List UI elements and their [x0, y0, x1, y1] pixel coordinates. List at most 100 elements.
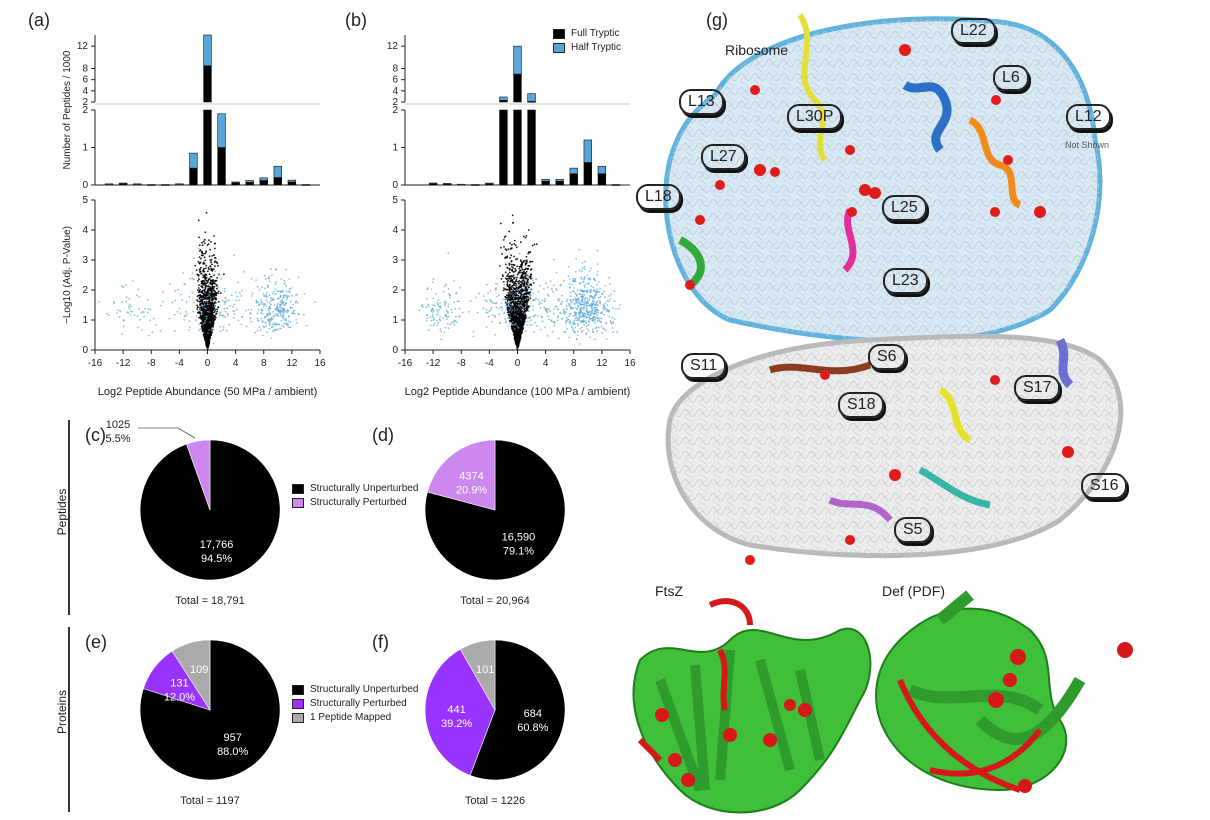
volcano-point	[247, 308, 250, 311]
volcano-point	[458, 307, 461, 310]
volcano-point	[249, 317, 252, 319]
pie-slice-count: 17,766	[200, 539, 234, 551]
volcano-point	[588, 299, 590, 302]
volcano-point	[583, 320, 586, 322]
volcano-point	[205, 285, 208, 287]
volcano-point	[498, 307, 500, 310]
volcano-point	[188, 296, 191, 298]
volcano-point	[196, 308, 199, 310]
hist-ytick-label: 2	[82, 97, 88, 108]
volcano-point	[579, 289, 581, 292]
volcano-point	[509, 311, 511, 314]
volcano-point	[240, 323, 243, 326]
volcano-point	[577, 297, 580, 300]
volcano-point	[603, 305, 606, 308]
volcano-point	[303, 313, 305, 316]
volcano-point	[268, 294, 271, 297]
pie-slice-percent: 79.1%	[503, 546, 534, 558]
volcano-point	[270, 337, 273, 339]
volcano-point	[490, 299, 492, 302]
bar-half-tryptic	[203, 34, 212, 67]
volcano-point	[130, 305, 132, 308]
volcano-point	[146, 298, 149, 301]
volcano-point	[265, 299, 268, 301]
volcano-point	[265, 295, 268, 298]
volcano-point	[612, 321, 615, 323]
volcano-point	[592, 320, 595, 322]
volcano-point	[529, 261, 531, 263]
volcano-point	[478, 292, 481, 295]
volcano-point	[521, 294, 524, 297]
volcano-point	[594, 316, 597, 319]
volcano-point	[281, 289, 284, 292]
volcano-point	[210, 269, 213, 272]
volcano-point	[525, 270, 528, 273]
volcano-point	[507, 313, 510, 316]
volcano-point	[609, 319, 612, 322]
volcano-point	[601, 332, 604, 334]
volcano-point	[201, 308, 204, 310]
volcano-point	[525, 277, 528, 280]
volcano-point	[503, 283, 506, 286]
volcano-point	[432, 297, 435, 300]
volcano-point	[491, 314, 494, 316]
volcano-point	[556, 316, 559, 318]
volcano-point	[613, 290, 616, 293]
pie-slice-percent: 60.8%	[517, 722, 548, 734]
volcano-point	[208, 239, 210, 242]
volcano-point	[241, 316, 244, 318]
chain-label-l12: L12	[1066, 104, 1111, 130]
volcano-point	[268, 280, 271, 283]
volcano-point	[520, 314, 523, 317]
volcano-point	[222, 325, 225, 328]
bar-half-tryptic	[471, 184, 480, 186]
volcano-point	[213, 268, 215, 270]
volcano-point	[256, 317, 259, 320]
volcano-point	[285, 268, 287, 271]
volcano-point	[528, 285, 530, 287]
volcano-point	[266, 292, 268, 294]
volcano-point	[504, 318, 506, 320]
volcano-point	[507, 261, 510, 264]
volcano-point	[578, 248, 581, 251]
volcano-point	[183, 315, 186, 318]
volcano-point	[535, 278, 538, 281]
volcano-ytick-label: 5	[392, 195, 398, 206]
volcano-xtick-label: 16	[314, 358, 326, 369]
legend-swatch-mapped	[292, 712, 304, 723]
volcano-point	[569, 305, 572, 308]
volcano-point	[236, 295, 238, 298]
volcano-point	[125, 284, 128, 287]
volcano-point	[500, 302, 503, 304]
volcano-point	[453, 301, 456, 304]
volcano-point	[279, 315, 282, 317]
volcano-point	[198, 244, 201, 247]
volcano-point	[596, 320, 599, 322]
volcano-point	[436, 324, 439, 326]
volcano-point	[504, 295, 506, 298]
volcano-point	[502, 289, 505, 292]
volcano-point	[522, 297, 525, 299]
volcano-point	[212, 317, 215, 320]
volcano-point	[223, 302, 226, 305]
volcano-point	[140, 329, 143, 331]
volcano-point	[511, 309, 514, 311]
volcano-point	[261, 319, 264, 322]
volcano-point	[590, 312, 593, 315]
volcano-point	[283, 282, 286, 285]
volcano-point	[227, 314, 229, 316]
volcano-point	[592, 303, 594, 306]
volcano-point	[588, 330, 590, 332]
volcano-point	[505, 263, 507, 266]
volcano-point	[525, 289, 527, 292]
ftsz-structure	[632, 598, 872, 814]
volcano-point	[256, 285, 259, 288]
volcano-point	[514, 304, 517, 307]
volcano-point	[196, 273, 199, 276]
volcano-point	[125, 300, 128, 303]
volcano-point	[536, 315, 539, 317]
volcano-point	[516, 276, 518, 279]
volcano-point	[508, 306, 510, 309]
volcano-point	[524, 307, 527, 310]
